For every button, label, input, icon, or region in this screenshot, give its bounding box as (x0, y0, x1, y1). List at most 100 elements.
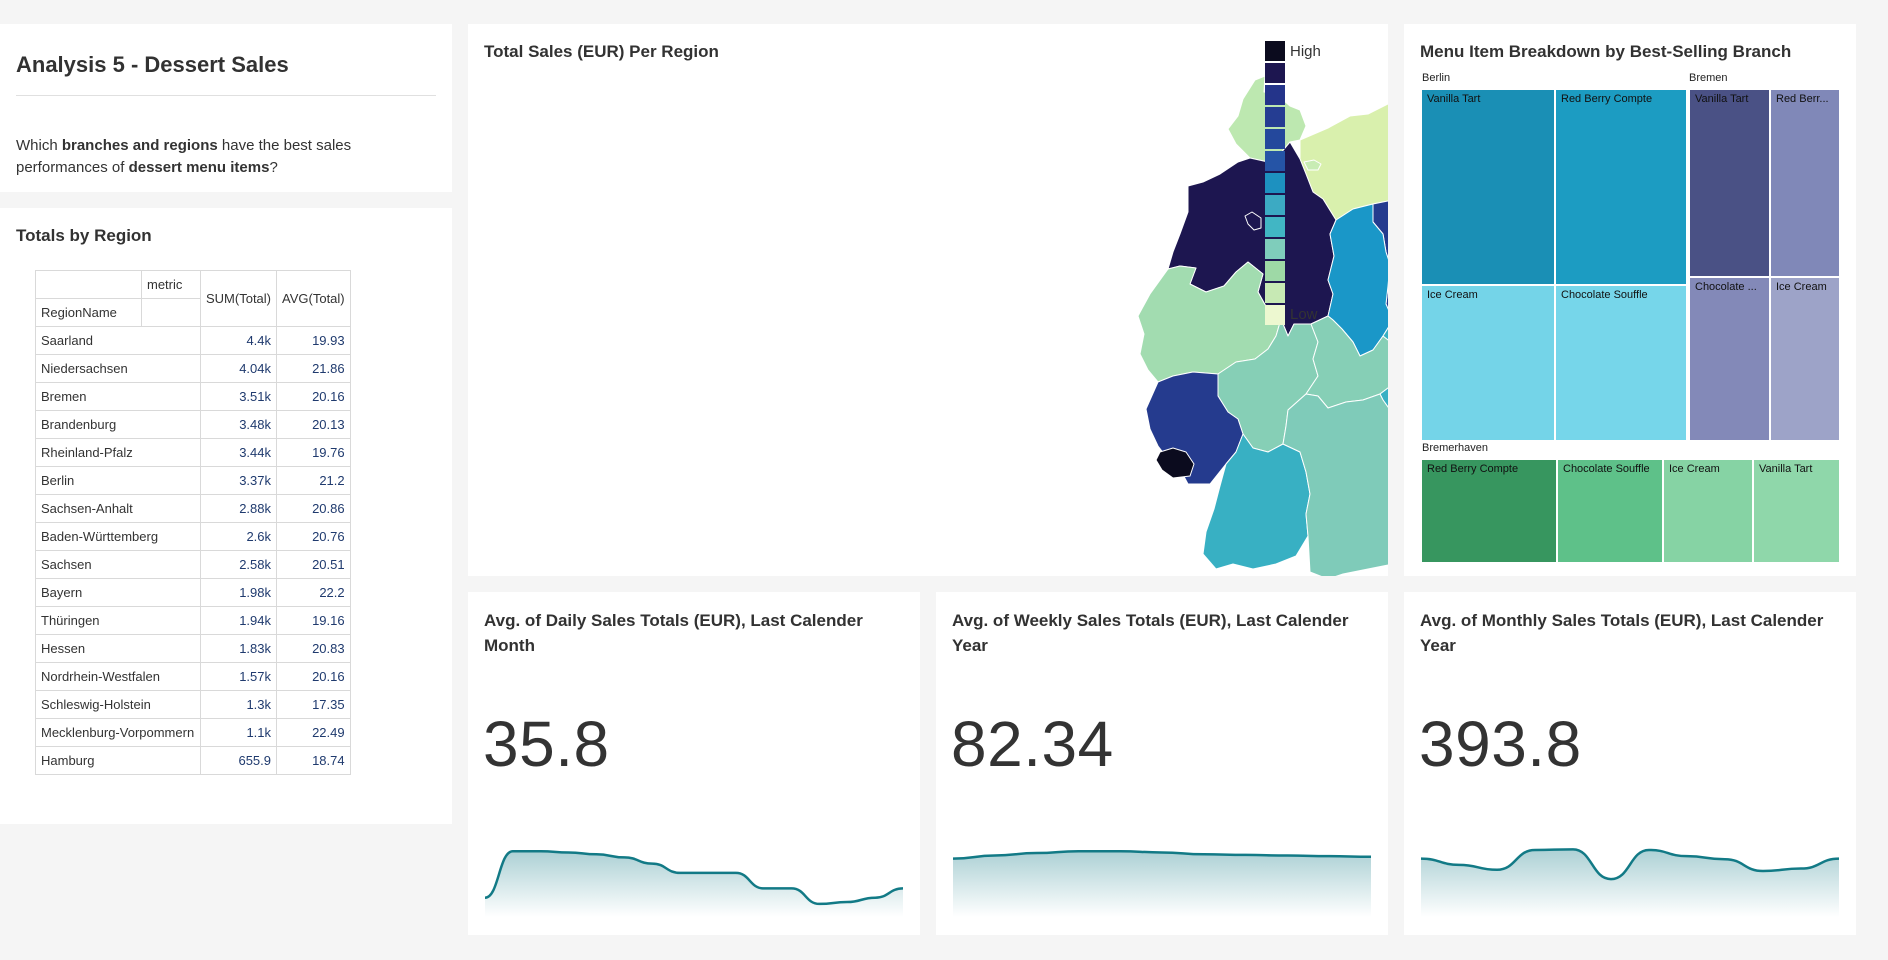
sum-total-cell: 1.3k (199, 690, 278, 719)
legend-swatch (1265, 85, 1285, 105)
region-brandenburg[interactable] (1372, 194, 1388, 327)
metric-spacer (141, 298, 201, 327)
avg-total-cell: 20.13 (276, 410, 351, 439)
region-bremen[interactable] (1244, 211, 1262, 231)
question-bold-dessert: dessert menu items (128, 159, 270, 176)
treemap-cell[interactable]: Chocolate Souffle (1558, 460, 1662, 562)
sum-total-cell: 1.57k (199, 662, 278, 691)
dashboard-title: Analysis 5 - Dessert Sales (16, 52, 289, 77)
region-saarland[interactable] (1155, 447, 1195, 479)
regionname-header[interactable]: RegionName (35, 298, 142, 327)
monthly-sales-kpi-value: 393.8 (1419, 708, 1582, 780)
sum-total-cell: 1.83k (199, 634, 278, 663)
avg-total-cell: 19.16 (276, 606, 351, 635)
treemap-group-label: Berlin (1422, 72, 1451, 84)
legend-low-label: Low (1290, 306, 1318, 323)
region-name-cell: Sachsen (35, 550, 201, 579)
weekly-sales-trendline (952, 849, 1372, 917)
treemap-cell[interactable]: Ice Cream (1664, 460, 1752, 562)
table-row: Hessen 1.83k 20.83 (35, 634, 351, 663)
question-prefix: Which (16, 137, 62, 154)
region-bayern[interactable] (1282, 393, 1388, 576)
monthly-sales-kpi-title: Avg. of Monthly Sales Totals (EUR), Last… (1420, 611, 1824, 655)
legend-swatch (1265, 305, 1285, 325)
analysis-question: Which branches and regions have the best… (16, 135, 416, 179)
treemap-cell[interactable]: Vanilla Tart (1422, 90, 1554, 284)
weekly-sales-kpi-value: 82.34 (951, 708, 1114, 780)
treemap-cell[interactable]: Red Berr... (1771, 90, 1839, 276)
region-name-cell: Baden-Württemberg (35, 522, 201, 551)
trend-line (484, 849, 904, 906)
legend-swatch (1265, 129, 1285, 149)
metric-header: metric (141, 270, 201, 299)
table-row: Nordrhein-Westfalen 1.57k 20.16 (35, 662, 351, 691)
region-sachsen[interactable] (1379, 320, 1388, 414)
table-row: Berlin 3.37k 21.2 (35, 466, 351, 495)
sum-total-cell: 4.04k (199, 354, 278, 383)
monthly-sales-kpi-card: Avg. of Monthly Sales Totals (EUR), Last… (1404, 592, 1856, 935)
region-name-cell: Berlin (35, 466, 201, 495)
legend-swatch (1265, 107, 1285, 127)
table-row: Sachsen 2.58k 20.51 (35, 550, 351, 579)
region-name-cell: Hamburg (35, 746, 201, 775)
sum-total-cell: 2.88k (199, 494, 278, 523)
table-row: Hamburg 655.9 18.74 (35, 746, 351, 775)
avg-total-cell: 21.2 (276, 466, 351, 495)
sum-total-cell: 4.4k (199, 326, 278, 355)
sum-total-cell: 1.98k (199, 578, 278, 607)
totals-title: Totals by Region (16, 226, 152, 245)
treemap-cell[interactable]: Chocolate ... (1690, 278, 1769, 440)
avg-total-cell: 22.49 (276, 718, 351, 747)
table-row: Sachsen-Anhalt 2.88k 20.86 (35, 494, 351, 523)
sum-total-cell: 3.44k (199, 438, 278, 467)
region-name-cell: Schleswig-Holstein (35, 690, 201, 719)
legend-swatch (1265, 239, 1285, 259)
region-th-ringen[interactable] (1305, 315, 1388, 409)
trend-line (1420, 848, 1840, 881)
sum-total-cell: 3.37k (199, 466, 278, 495)
region-hamburg[interactable] (1303, 159, 1322, 171)
treemap-cell[interactable]: Vanilla Tart (1754, 460, 1839, 562)
avg-total-header[interactable]: AVG(Total) (276, 270, 351, 327)
daily-sales-kpi-card: Avg. of Daily Sales Totals (EUR), Last C… (468, 592, 920, 935)
treemap-cell[interactable]: Chocolate Souffle (1556, 286, 1686, 440)
sum-total-header[interactable]: SUM(Total) (199, 270, 278, 327)
daily-sales-trendline (484, 849, 904, 917)
avg-total-cell: 20.16 (276, 662, 351, 691)
avg-total-cell: 20.51 (276, 550, 351, 579)
corner-cell (35, 270, 142, 299)
trend-area (953, 851, 1371, 917)
treemap-cell[interactable]: Ice Cream (1771, 278, 1839, 440)
legend-swatch (1265, 195, 1285, 215)
monthly-sales-trendline (1420, 848, 1840, 917)
sum-total-cell: 3.48k (199, 410, 278, 439)
sum-total-cell: 3.51k (199, 382, 278, 411)
region-name-cell: Bayern (35, 578, 201, 607)
treemap-cell[interactable]: Ice Cream (1422, 286, 1554, 440)
totals-body: Saarland 4.4k 19.93 Niedersachsen 4.04k 21.86… (35, 326, 351, 775)
treemap-cell[interactable]: Red Berry Compte (1422, 460, 1556, 562)
treemap-cell[interactable]: Red Berry Compte (1556, 90, 1686, 284)
region-name-cell: Saarland (35, 326, 201, 355)
trend-area (485, 851, 903, 917)
avg-total-cell: 17.35 (276, 690, 351, 719)
legend-swatch (1265, 173, 1285, 193)
legend-swatch (1265, 151, 1285, 171)
treemap-card: Menu Item Breakdown by Best-Selling Bran… (1404, 24, 1856, 576)
weekly-sales-kpi-card: Avg. of Weekly Sales Totals (EUR), Last … (936, 592, 1388, 935)
trend-line (952, 849, 1372, 860)
avg-total-cell: 22.2 (276, 578, 351, 607)
germany-choropleth-map (1137, 75, 1388, 576)
table-row: Thüringen 1.94k 19.16 (35, 606, 351, 635)
region-name-cell: Niedersachsen (35, 354, 201, 383)
table-row: Saarland 4.4k 19.93 (35, 326, 351, 355)
question-mid: have the best sales performances of (16, 137, 352, 176)
region-name-cell: Sachsen-Anhalt (35, 494, 201, 523)
sum-total-cell: 2.58k (199, 550, 278, 579)
question-bold-branches: branches and regions (61, 137, 218, 154)
table-row: Bayern 1.98k 22.2 (35, 578, 351, 607)
treemap-cell[interactable]: Vanilla Tart (1690, 90, 1769, 276)
region-name-cell: Nordrhein-Westfalen (35, 662, 201, 691)
trend-area (1421, 849, 1839, 917)
weekly-sales-kpi-title: Avg. of Weekly Sales Totals (EUR), Last … (952, 611, 1349, 655)
